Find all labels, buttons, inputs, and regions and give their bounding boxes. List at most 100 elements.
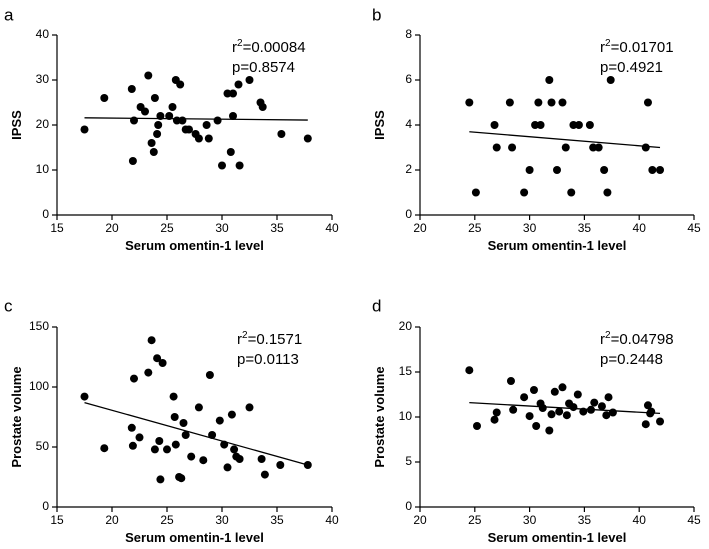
- y-tick-label: 20: [36, 117, 50, 131]
- data-point: [147, 336, 156, 345]
- x-tick-label: 25: [468, 221, 482, 235]
- data-point: [277, 130, 286, 138]
- data-point: [199, 456, 208, 465]
- x-tick-label: 30: [523, 221, 537, 235]
- data-point: [130, 374, 138, 383]
- data-point: [80, 125, 89, 134]
- data-point: [558, 383, 567, 392]
- panel-c: c 15 20 25 30 35 40 0 50 100 150 Serum omentin-1 le…: [4, 296, 339, 545]
- data-point: [128, 157, 137, 165]
- data-point: [597, 402, 606, 411]
- data-point: [538, 404, 547, 412]
- x-tick-label: 40: [325, 221, 339, 235]
- data-point: [641, 420, 650, 429]
- y-tick-label: 150: [29, 319, 49, 333]
- data-point: [80, 392, 89, 401]
- data-point: [215, 416, 224, 425]
- x-tick-label: 15: [50, 221, 64, 235]
- x-tick-label: 40: [633, 513, 647, 527]
- x-axis-label: Serum omentin-1 level: [125, 530, 264, 545]
- regression-line: [469, 401, 661, 415]
- data-point: [127, 85, 136, 93]
- data-point: [545, 76, 554, 84]
- y-axis-label: Prostate volume: [9, 366, 24, 467]
- r-squared-annotation: r2=0.1571: [237, 330, 302, 348]
- data-point: [573, 390, 582, 399]
- y-tick-label: 15: [399, 364, 413, 378]
- data-point: [647, 407, 656, 416]
- data-point: [574, 121, 583, 129]
- data-point: [230, 445, 239, 454]
- data-point: [603, 188, 612, 197]
- data-point: [567, 188, 576, 197]
- data-point: [205, 371, 214, 379]
- data-point: [509, 405, 518, 414]
- y-tick-label: 10: [399, 409, 413, 423]
- data-point: [170, 413, 179, 421]
- data-point: [257, 455, 266, 463]
- p-value-annotation: p=0.4921: [600, 59, 663, 76]
- panel-d: d 20 25 30 35 40 45 0 5 10 15 20 Serum omentin-1 lev…: [372, 296, 701, 545]
- data-point: [260, 470, 269, 479]
- x-tick-label: 40: [633, 221, 647, 235]
- data-point: [156, 475, 165, 484]
- x-tick-label: 45: [687, 513, 701, 527]
- data-point: [534, 98, 543, 107]
- x-tick-label: 20: [413, 513, 427, 527]
- y-tick-label: 4: [405, 117, 412, 131]
- data-point: [492, 143, 501, 152]
- data-point: [176, 80, 185, 89]
- data-point: [181, 431, 190, 439]
- x-tick-label: 25: [468, 513, 482, 527]
- data-point: [100, 94, 109, 102]
- data-point: [144, 368, 153, 377]
- data-point: [641, 143, 650, 152]
- data-point: [303, 134, 312, 143]
- y-tick-label: 6: [405, 72, 412, 86]
- y-tick-label: 5: [405, 454, 412, 468]
- data-point: [536, 121, 545, 129]
- x-tick-label: 20: [105, 221, 119, 235]
- data-point: [187, 452, 196, 461]
- data-point: [531, 121, 540, 129]
- data-point: [153, 130, 162, 138]
- data-point: [147, 139, 156, 147]
- data-point: [226, 148, 235, 156]
- y-tick-label: 100: [29, 379, 49, 393]
- y-axis-label: IPSS: [372, 110, 387, 140]
- data-point: [154, 121, 163, 129]
- data-point: [545, 426, 554, 435]
- x-tick-label: 35: [270, 513, 284, 527]
- panel-letter: c: [4, 296, 13, 315]
- data-point: [223, 463, 232, 472]
- data-point: [505, 98, 514, 107]
- regression-line: [469, 131, 661, 149]
- data-point: [561, 143, 570, 152]
- y-tick-label: 2: [405, 162, 412, 176]
- y-tick-label: 8: [405, 27, 412, 41]
- x-tick-label: 30: [523, 513, 537, 527]
- x-axis-label: Serum omentin-1 level: [125, 238, 264, 253]
- regression-line: [84, 117, 308, 121]
- data-point: [158, 359, 167, 367]
- data-point: [506, 377, 515, 385]
- data-point: [643, 401, 652, 410]
- data-point: [547, 410, 556, 419]
- y-axis-label: IPSS: [9, 110, 24, 140]
- data-point: [555, 407, 564, 416]
- data-point: [465, 98, 474, 107]
- data-point: [525, 166, 534, 174]
- data-point: [229, 112, 237, 120]
- data-point: [149, 148, 158, 156]
- data-point: [127, 423, 136, 432]
- data-point: [520, 188, 529, 197]
- data-point: [171, 440, 180, 449]
- x-tick-label: 30: [215, 513, 229, 527]
- data-point: [144, 71, 153, 80]
- x-axis-label: Serum omentin-1 level: [488, 238, 627, 253]
- data-point: [153, 354, 162, 363]
- data-point: [194, 134, 203, 143]
- data-point: [177, 474, 186, 483]
- r-squared-annotation: r2=0.01701: [600, 38, 674, 56]
- data-point: [218, 161, 226, 170]
